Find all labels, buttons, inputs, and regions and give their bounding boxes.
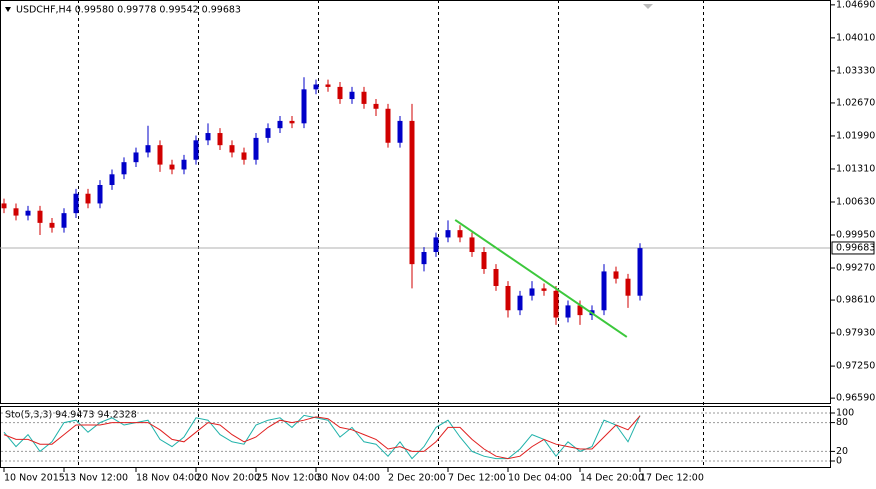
candle-body — [637, 248, 643, 296]
candle-body — [385, 108, 391, 143]
y-tick-label: 1.04010 — [836, 32, 875, 43]
x-tick-label: 30 Nov 04:00 — [316, 473, 380, 484]
candle-body — [397, 120, 403, 143]
candle-body — [601, 271, 607, 311]
candle-body — [193, 140, 199, 160]
x-tick-label: 25 Nov 12:00 — [256, 473, 320, 484]
y-tick-label: 1.04690 — [836, 0, 875, 10]
candle-body — [553, 290, 559, 318]
candle-body — [301, 89, 307, 124]
candle-body — [529, 288, 535, 296]
candle-body — [217, 133, 223, 146]
y-tick-label: 1.00630 — [836, 196, 875, 207]
candle-body — [289, 120, 295, 124]
main-panel — [0, 0, 831, 404]
chart-title: USDCHF,H4 0.99580 0.99778 0.99542 0.9968… — [16, 5, 241, 16]
candle-body — [457, 230, 463, 238]
candle-body — [625, 278, 631, 296]
y-tick-label: 0.96590 — [836, 393, 875, 404]
y-tick-label: 80 — [836, 417, 848, 428]
y-tick-label: 0.99270 — [836, 263, 875, 274]
candle-body — [241, 152, 247, 160]
candle-body — [565, 305, 571, 318]
candle-body — [613, 271, 619, 279]
candle-body — [349, 91, 355, 100]
y-tick-label: 1.01990 — [836, 130, 875, 141]
candle-body — [313, 84, 319, 90]
candle-body — [433, 237, 439, 252]
candle-body — [469, 237, 475, 252]
candle-body — [445, 230, 451, 238]
candle-body — [157, 145, 163, 165]
y-tick-label: 1.01310 — [836, 163, 875, 174]
candle-body — [109, 174, 115, 185]
shift-marker — [643, 4, 653, 9]
candle-body — [25, 210, 31, 216]
candle-body — [85, 193, 91, 204]
x-tick-label: 7 Dec 12:00 — [448, 473, 506, 484]
current-price-box — [831, 241, 875, 255]
candle-body — [169, 164, 175, 170]
candle-body — [265, 128, 271, 138]
x-tick-label: 14 Dec 20:00 — [580, 473, 644, 484]
candle-body — [37, 210, 43, 223]
indicator-title: Sto(5,3,3) 94.9473 94.2328 — [5, 410, 137, 421]
candle-body — [49, 222, 55, 228]
x-tick-label: 2 Dec 20:00 — [388, 473, 446, 484]
candle-body — [145, 145, 151, 153]
candle-body — [577, 305, 583, 316]
indicator-panel — [0, 406, 831, 468]
x-tick-label: 18 Nov 04:00 — [136, 473, 200, 484]
y-tick-label: 20 — [836, 446, 848, 457]
current-price-label: 0.99683 — [836, 242, 875, 253]
candle-body — [205, 133, 211, 141]
candle-body — [481, 251, 487, 269]
candle-body — [409, 120, 415, 265]
x-tick-label: 13 Nov 12:00 — [64, 473, 128, 484]
candle-body — [13, 208, 19, 216]
y-tick-label: 0.98610 — [836, 295, 875, 306]
candle-body — [361, 91, 367, 104]
period-separators — [78, 0, 704, 468]
symbol-menu-icon[interactable] — [5, 7, 11, 12]
candle-body — [121, 162, 127, 175]
indicator-line — [3, 414, 641, 460]
candle-body — [493, 268, 499, 286]
candle-body — [61, 213, 67, 228]
y-tick-label: 0.99950 — [836, 230, 875, 241]
candle-body — [181, 159, 187, 170]
x-tick-label: 10 Dec 04:00 — [508, 473, 572, 484]
candle-body — [505, 285, 511, 311]
indicator-line — [3, 415, 641, 460]
candle-body — [325, 84, 331, 87]
candle-body — [337, 86, 343, 100]
candle-body — [517, 295, 523, 311]
y-tick-label: 0.97250 — [836, 361, 875, 372]
y-tick-label: 1.02670 — [836, 97, 875, 108]
x-tick-label: 17 Dec 12:00 — [640, 473, 704, 484]
y-tick-label: 0.97930 — [836, 328, 875, 339]
y-tick-label: 0 — [836, 456, 842, 467]
candle-body — [277, 120, 283, 129]
candle-body — [73, 193, 79, 214]
x-tick-label: 10 Nov 2015 — [4, 473, 65, 484]
candle-body — [373, 103, 379, 109]
y-tick-label: 1.03330 — [836, 65, 875, 76]
y-tick-label: 100 — [836, 408, 854, 419]
candle-body — [229, 145, 235, 153]
candle-body — [1, 203, 7, 209]
candle-body — [133, 152, 139, 163]
candle-body — [541, 288, 547, 291]
x-tick-label: 20 Nov 20:00 — [196, 473, 260, 484]
candle-body — [97, 184, 103, 204]
candle-body — [421, 251, 427, 265]
candle-body — [253, 137, 259, 160]
trendline — [454, 219, 628, 338]
